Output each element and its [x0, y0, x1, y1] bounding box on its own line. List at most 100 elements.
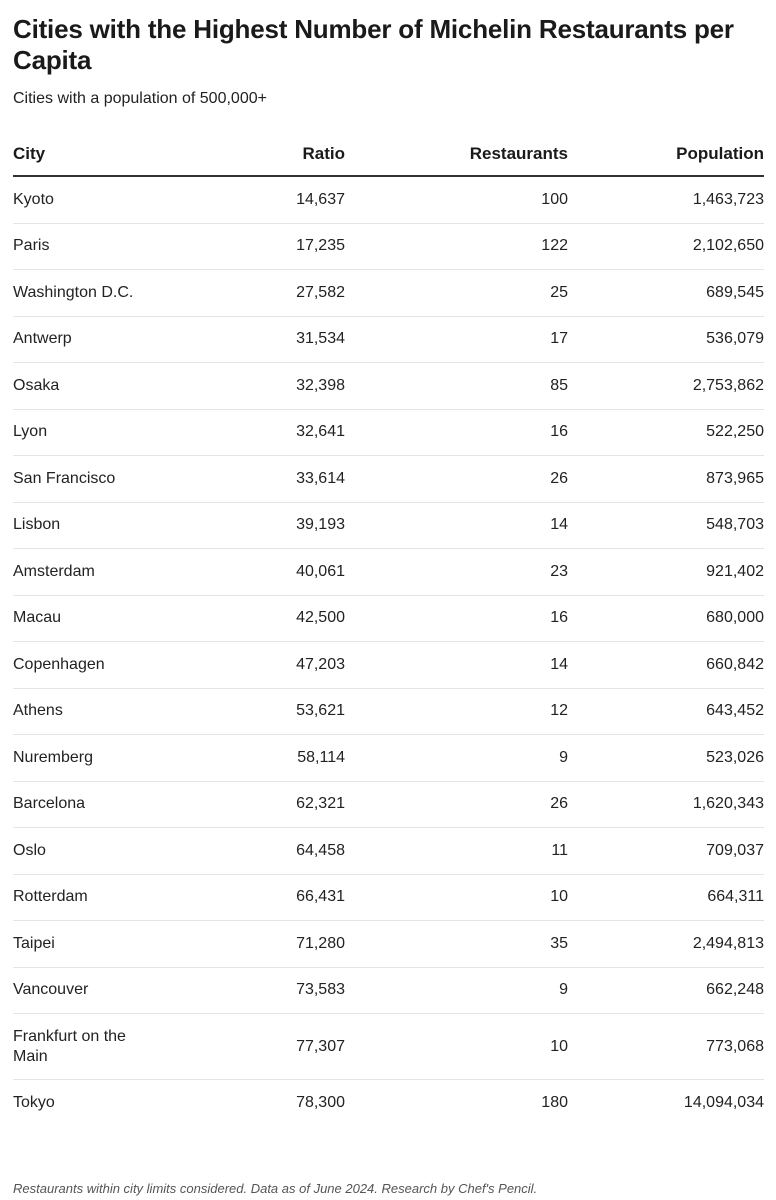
data-table: City Ratio Restaurants Population Kyoto 1… [13, 133, 764, 1126]
cell-population: 643,452 [568, 688, 764, 735]
cell-population: 1,620,343 [568, 781, 764, 828]
table-row: Tokyo 78,300 180 14,094,034 [13, 1080, 764, 1126]
table-row: Kyoto 14,637 100 1,463,723 [13, 176, 764, 224]
cell-restaurants: 25 [345, 269, 568, 317]
cell-ratio: 32,641 [173, 409, 345, 456]
cell-city: Paris [13, 223, 173, 270]
column-header-ratio: Ratio [173, 133, 345, 177]
cell-restaurants: 16 [345, 595, 568, 642]
table-row: Rotterdam 66,431 10 664,311 [13, 874, 764, 921]
cell-ratio: 71,280 [173, 920, 345, 968]
cell-ratio: 33,614 [173, 455, 345, 503]
cell-population: 664,311 [568, 874, 764, 921]
cell-restaurants: 9 [345, 734, 568, 782]
cell-population: 523,026 [568, 734, 764, 782]
cell-ratio: 32,398 [173, 362, 345, 410]
cell-population: 14,094,034 [683, 1093, 764, 1111]
table-row: Osaka 32,398 85 2,753,862 [13, 362, 764, 410]
table-row: Lyon 32,641 16 522,250 [13, 409, 764, 456]
cell-ratio: 78,300 [296, 1093, 345, 1111]
cell-restaurants: 10 [345, 1013, 568, 1080]
cell-city: Taipei [13, 920, 173, 968]
cell-city: Washington D.C. [13, 269, 173, 317]
cell-ratio: 77,307 [173, 1013, 345, 1080]
table-row: Lisbon 39,193 14 548,703 [13, 502, 764, 549]
cell-population: 873,965 [568, 455, 764, 503]
cell-ratio: 53,621 [173, 688, 345, 735]
cell-city: Osaka [13, 362, 173, 410]
cell-restaurants: 14 [345, 502, 568, 549]
cell-restaurants: 16 [345, 409, 568, 456]
cell-ratio: 17,235 [173, 223, 345, 270]
cell-ratio: 73,583 [173, 967, 345, 1014]
cell-restaurants: 35 [345, 920, 568, 968]
table-row: Copenhagen 47,203 14 660,842 [13, 641, 764, 689]
table-row: Amsterdam 40,061 23 921,402 [13, 548, 764, 596]
table-row: Antwerp 31,534 17 536,079 [13, 316, 764, 363]
cell-ratio: 58,114 [173, 734, 345, 782]
cell-city: Kyoto [13, 176, 173, 224]
table-header: City Ratio Restaurants Population [13, 133, 764, 177]
cell-ratio: 62,321 [173, 781, 345, 828]
table-row: Paris 17,235 122 2,102,650 [13, 223, 764, 270]
cell-population: 773,068 [568, 1013, 764, 1080]
table-row: Vancouver 73,583 9 662,248 [13, 967, 764, 1014]
column-header-restaurants: Restaurants [345, 133, 568, 177]
table-row: Washington D.C. 27,582 25 689,545 [13, 269, 764, 317]
cell-city: Antwerp [13, 316, 173, 363]
table-row: Macau 42,500 16 680,000 [13, 595, 764, 642]
cell-population: 536,079 [568, 316, 764, 363]
cell-ratio: 14,637 [173, 176, 345, 224]
table-row: Oslo 64,458 11 709,037 [13, 827, 764, 875]
cell-city: Rotterdam [13, 874, 173, 921]
cell-restaurants: 26 [345, 781, 568, 828]
cell-ratio: 40,061 [173, 548, 345, 596]
cell-restaurants: 122 [345, 223, 568, 270]
cell-restaurants: 26 [345, 455, 568, 503]
cell-population: 2,494,813 [568, 920, 764, 968]
cell-ratio: 39,193 [173, 502, 345, 549]
cell-restaurants: 12 [345, 688, 568, 735]
column-header-population: Population [568, 133, 764, 177]
cell-city: Copenhagen [13, 641, 173, 689]
cell-restaurants: 14 [345, 641, 568, 689]
cell-city: Macau [13, 595, 173, 642]
cell-population: 2,102,650 [568, 223, 764, 270]
chart-subtitle: Cities with a population of 500,000+ [13, 90, 267, 107]
cell-restaurants: 85 [345, 362, 568, 410]
cell-population: 522,250 [568, 409, 764, 456]
chart-title: Cities with the Highest Number of Michel… [13, 14, 734, 75]
cell-restaurants: 100 [345, 176, 568, 224]
cell-city: Nuremberg [13, 734, 173, 782]
cell-population: 709,037 [568, 827, 764, 875]
cell-restaurants: 23 [345, 548, 568, 596]
header-row: City Ratio Restaurants Population [13, 133, 764, 177]
cell-city: Athens [13, 688, 173, 735]
cell-ratio: 42,500 [173, 595, 345, 642]
cell-population: 660,842 [568, 641, 764, 689]
table-row: Nuremberg 58,114 9 523,026 [13, 734, 764, 782]
cell-city: Vancouver [13, 967, 173, 1014]
table-row: Athens 53,621 12 643,452 [13, 688, 764, 735]
cell-population: 680,000 [568, 595, 764, 642]
cell-population: 1,463,723 [568, 176, 764, 224]
cell-restaurants: 180 [541, 1093, 568, 1111]
cell-city: Lisbon [13, 502, 173, 549]
cell-ratio: 64,458 [173, 827, 345, 875]
cell-population: 662,248 [568, 967, 764, 1014]
table-row: Frankfurt on the Main 77,307 10 773,068 [13, 1013, 764, 1080]
table-body: Kyoto 14,637 100 1,463,723 Paris 17,235 122 2,1… [13, 176, 764, 1126]
cell-restaurants: 17 [345, 316, 568, 363]
cell-population: 548,703 [568, 502, 764, 549]
cell-population: 2,753,862 [568, 362, 764, 410]
cell-city: Oslo [13, 827, 173, 875]
cell-restaurants: 10 [345, 874, 568, 921]
table-row: Barcelona 62,321 26 1,620,343 [13, 781, 764, 828]
cell-population: 921,402 [568, 548, 764, 596]
column-header-city: City [13, 133, 173, 177]
cell-city: Frankfurt on the Main [13, 1013, 173, 1080]
table-row: San Francisco 33,614 26 873,965 [13, 455, 764, 503]
cell-restaurants: 11 [345, 827, 568, 875]
cell-ratio: 27,582 [173, 269, 345, 317]
cell-city: San Francisco [13, 455, 173, 503]
